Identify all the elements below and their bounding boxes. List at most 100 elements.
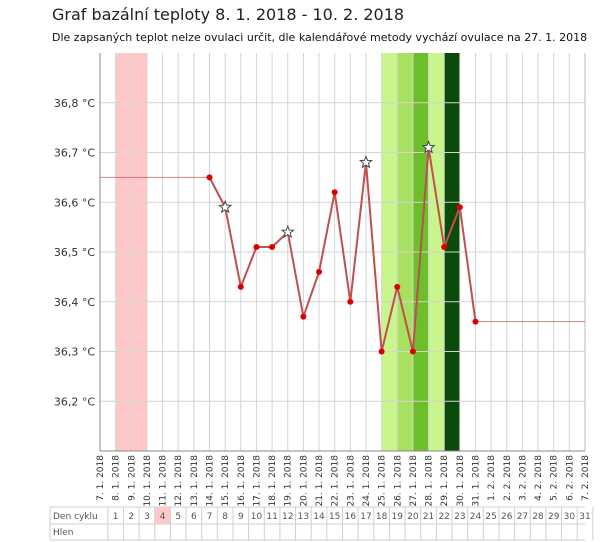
data-point [394, 283, 401, 290]
y-tick-label: 36,3 °C [54, 346, 95, 359]
y-tick-label: 36,2 °C [54, 395, 95, 408]
x-tick-label: 31. 1. 2018 [471, 455, 481, 507]
x-tick-label: 4. 2. 2018 [534, 455, 544, 501]
table-cycle-day: 15 [329, 512, 340, 522]
x-tick-label: 14. 1. 2018 [206, 455, 216, 507]
x-tick-label: 26. 1. 2018 [393, 455, 403, 507]
data-point [331, 189, 338, 196]
table-cycle-day: 17 [360, 512, 371, 522]
data-point [409, 348, 416, 355]
y-tick-label: 36,5 °C [54, 246, 95, 259]
table-cycle-day: 24 [470, 512, 482, 522]
table-cycle-day: 13 [298, 512, 309, 522]
x-tick-label: 30. 1. 2018 [456, 455, 466, 507]
table-cycle-day: 1 [113, 512, 119, 522]
data-point [300, 313, 307, 320]
table-cell-highlight [154, 507, 171, 524]
table-cycle-day: 7 [207, 512, 213, 522]
grid-lines [99, 53, 586, 451]
x-tick-label: 2. 2. 2018 [503, 455, 513, 501]
table-cycle-day: 22 [438, 512, 449, 522]
table-cycle-day: 20 [407, 512, 419, 522]
table-cycle-day: 31 [579, 512, 590, 522]
x-tick-label: 15. 1. 2018 [221, 455, 231, 507]
table-cycle-day: 11 [266, 512, 277, 522]
x-tick-label: 7. 1. 2018 [96, 455, 106, 501]
table-cycle-day: 28 [532, 512, 544, 522]
data-point [237, 283, 244, 290]
y-tick-label: 36,8 °C [54, 97, 95, 110]
y-tick-label: 36,6 °C [54, 196, 95, 209]
x-tick-label: 25. 1. 2018 [378, 455, 388, 507]
series-line [208, 146, 477, 353]
data-point [456, 204, 463, 211]
table-cycle-day: 12 [282, 512, 293, 522]
table-cycle-day: 4 [160, 512, 166, 522]
x-tick-label: 9. 1. 2018 [127, 455, 137, 501]
table-cycle-day: 3 [144, 512, 150, 522]
data-point [378, 348, 385, 355]
data-point [206, 174, 213, 181]
table-cycle-day: 9 [238, 512, 244, 522]
table-cycle-day: 30 [564, 512, 576, 522]
x-tick-label: 24. 1. 2018 [362, 455, 372, 507]
table-cycle-day: 27 [517, 512, 528, 522]
x-tick-label: 17. 1. 2018 [252, 455, 262, 507]
table-cycle-day: 5 [175, 512, 181, 522]
table-cycle-day: 25 [485, 512, 496, 522]
x-tick-label: 3. 2. 2018 [518, 455, 528, 501]
table-cycle-day: 10 [251, 512, 263, 522]
star-point [421, 140, 436, 154]
x-tick-label: 8. 1. 2018 [112, 455, 122, 501]
x-tick-label: 11. 1. 2018 [159, 455, 169, 507]
data-point [441, 244, 448, 251]
x-tick-label: 23. 1. 2018 [346, 455, 356, 507]
x-tick-label: 20. 1. 2018 [299, 455, 309, 507]
x-tick-label: 18. 1. 2018 [268, 455, 278, 507]
data-point [269, 244, 276, 251]
x-tick-label: 10. 1. 2018 [143, 455, 153, 507]
table-cycle-day: 18 [376, 512, 388, 522]
chart-title: Graf bazální teploty 8. 1. 2018 - 10. 2.… [52, 5, 405, 24]
table-cycle-day: 14 [313, 512, 325, 522]
x-tick-label: 1. 2. 2018 [487, 455, 497, 501]
star-point [358, 155, 373, 169]
x-tick-label: 28. 1. 2018 [425, 455, 435, 507]
x-tick-label: 29. 1. 2018 [440, 455, 450, 507]
table-cycle-day: 19 [392, 512, 404, 522]
data-point [472, 318, 479, 325]
x-tick-label: 7. 2. 2018 [581, 455, 591, 501]
data-point [253, 244, 260, 251]
table-row-label-cycle: Den cyklu [53, 512, 98, 522]
x-tick-label: 21. 1. 2018 [315, 455, 325, 507]
x-tick-label: 13. 1. 2018 [190, 455, 200, 507]
table-cycle-day: 23 [454, 512, 465, 522]
table-cycle-day: 8 [222, 512, 228, 522]
data-point [347, 298, 354, 305]
x-tick-labels: 7. 1. 2018 8. 1. 2018 9. 1. 2018 10. 1. 201… [96, 455, 591, 507]
table-cycle-day: 6 [191, 512, 197, 522]
temperature-points [206, 140, 479, 355]
table-cycle-day: 29 [548, 512, 560, 522]
data-point [316, 268, 323, 275]
y-tick-labels: 36,2 °C 36,3 °C 36,4 °C 36,5 °C 36,6 °C 36,7 … [54, 97, 95, 409]
table-row-label-mucus: Hlen [53, 528, 74, 538]
table-cycle-day: 26 [501, 512, 513, 522]
x-tick-label: 19. 1. 2018 [284, 455, 294, 507]
table-cycle-day: 16 [345, 512, 357, 522]
table-cycle-day: 2 [128, 512, 134, 522]
x-tick-label: 12. 1. 2018 [174, 455, 184, 507]
star-point [280, 224, 295, 239]
x-tick-label: 22. 1. 2018 [331, 455, 341, 507]
temperature-lines [100, 146, 585, 353]
chart-subtitle: Dle zapsaných teplot nelze ovulaci určit… [52, 31, 588, 44]
x-tick-label: 6. 2. 2018 [565, 455, 575, 501]
y-tick-label: 36,4 °C [54, 296, 95, 309]
axes [99, 53, 586, 452]
x-tick-label: 5. 2. 2018 [550, 455, 560, 501]
y-tick-label: 36,7 °C [54, 147, 95, 160]
x-tick-label: 27. 1. 2018 [409, 455, 419, 507]
star-point [218, 199, 233, 214]
